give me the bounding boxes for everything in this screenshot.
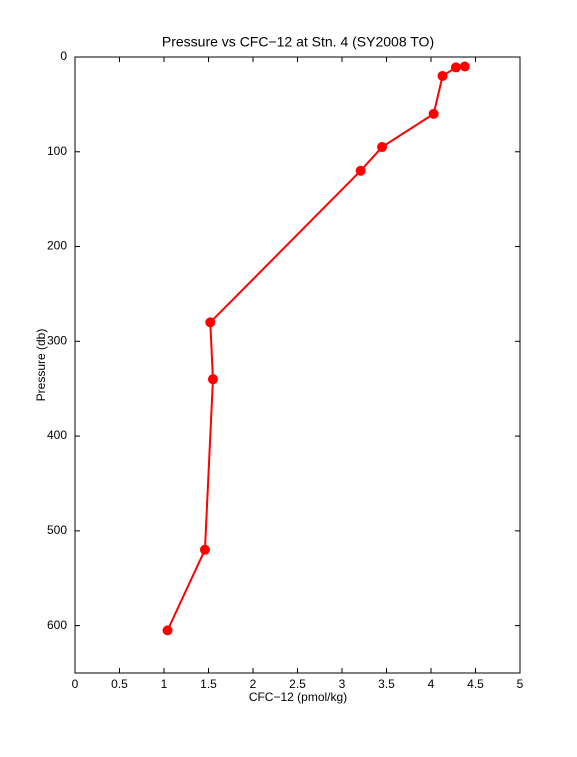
x-tick-label: 4.5 (467, 677, 484, 691)
data-point (355, 165, 366, 176)
y-tick-label: 300 (47, 333, 67, 347)
x-tick-label: 1 (161, 677, 168, 691)
x-tick-label: 2.5 (289, 677, 306, 691)
data-point (162, 625, 173, 636)
y-tick-label: 400 (47, 428, 67, 442)
x-tick-label: 3 (339, 677, 346, 691)
data-point (450, 62, 461, 73)
data-point (207, 374, 218, 385)
x-axis-label: CFC−12 (pmol/kg) (249, 690, 347, 704)
y-tick-label: 100 (47, 144, 67, 158)
x-tick-label: 0 (72, 677, 79, 691)
x-tick-label: 1.5 (200, 677, 217, 691)
data-point (377, 142, 388, 153)
y-tick-label: 600 (47, 618, 67, 632)
y-tick-label: 500 (47, 523, 67, 537)
x-tick-label: 2 (250, 677, 257, 691)
data-point (199, 544, 210, 555)
data-point (459, 61, 470, 72)
y-tick-label: 0 (60, 49, 67, 63)
data-point (428, 108, 439, 119)
x-tick-label: 3.5 (378, 677, 395, 691)
y-tick-label: 200 (47, 239, 67, 253)
chart-title: Pressure vs CFC−12 at Stn. 4 (SY2008 TO) (162, 34, 434, 50)
data-line (166, 65, 465, 631)
data-point (205, 317, 216, 328)
y-axis-label: Pressure (db) (34, 329, 48, 402)
x-tick-label: 5 (517, 677, 524, 691)
x-tick-label: 4 (428, 677, 435, 691)
x-tick-label: 0.5 (111, 677, 128, 691)
data-point (437, 70, 448, 81)
